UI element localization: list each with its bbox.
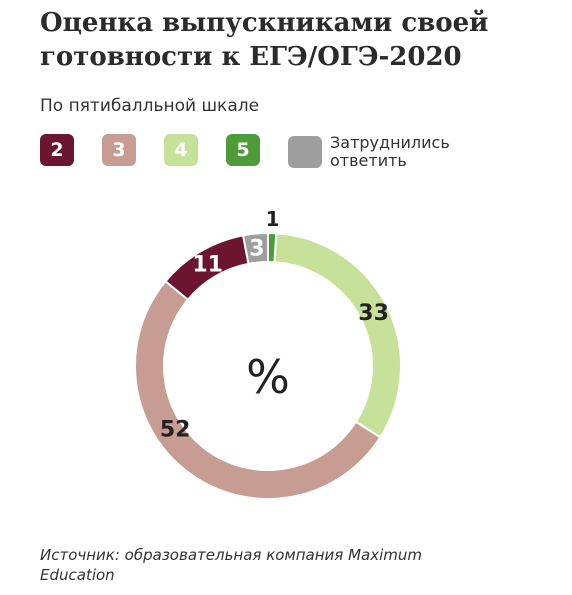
slice-value-label: 11: [192, 253, 223, 278]
slice-value-label: 33: [358, 301, 389, 326]
legend-item-4: 4: [164, 134, 198, 166]
legend: 2 3 4 5 Затруднились ответить: [40, 134, 480, 170]
donut-slice-4: [273, 232, 402, 439]
source-note: Источник: образовательная компания Maxim…: [40, 546, 423, 584]
legend-label-no-answer: Затруднились ответить: [330, 133, 450, 170]
donut-slice-no-answer: [241, 231, 269, 266]
slice-value-label: 3: [249, 237, 264, 262]
legend-swatch-4: 4: [164, 134, 198, 166]
legend-item-5: 5: [226, 134, 260, 166]
slice-value-label: 52: [160, 417, 191, 442]
donut-slice-3: [134, 279, 382, 500]
slice-value-label: 1: [266, 207, 280, 231]
legend-swatch-5: 5: [226, 134, 260, 166]
donut-slices: [134, 231, 402, 500]
donut-labels: 1 33 52 11 3: [160, 207, 389, 442]
chart-subtitle: По пятибалльной шкале: [40, 96, 260, 116]
legend-item-no-answer: Затруднились ответить: [288, 134, 480, 170]
center-label: %: [246, 350, 290, 404]
legend-item-3: 3: [102, 134, 136, 166]
legend-swatch-2: 2: [40, 134, 74, 166]
chart-title: Оценка выпускниками своей готовности к Е…: [40, 8, 489, 72]
legend-swatch-3: 3: [102, 134, 136, 166]
legend-swatch-no-answer: [288, 136, 322, 168]
legend-item-2: 2: [40, 134, 74, 166]
